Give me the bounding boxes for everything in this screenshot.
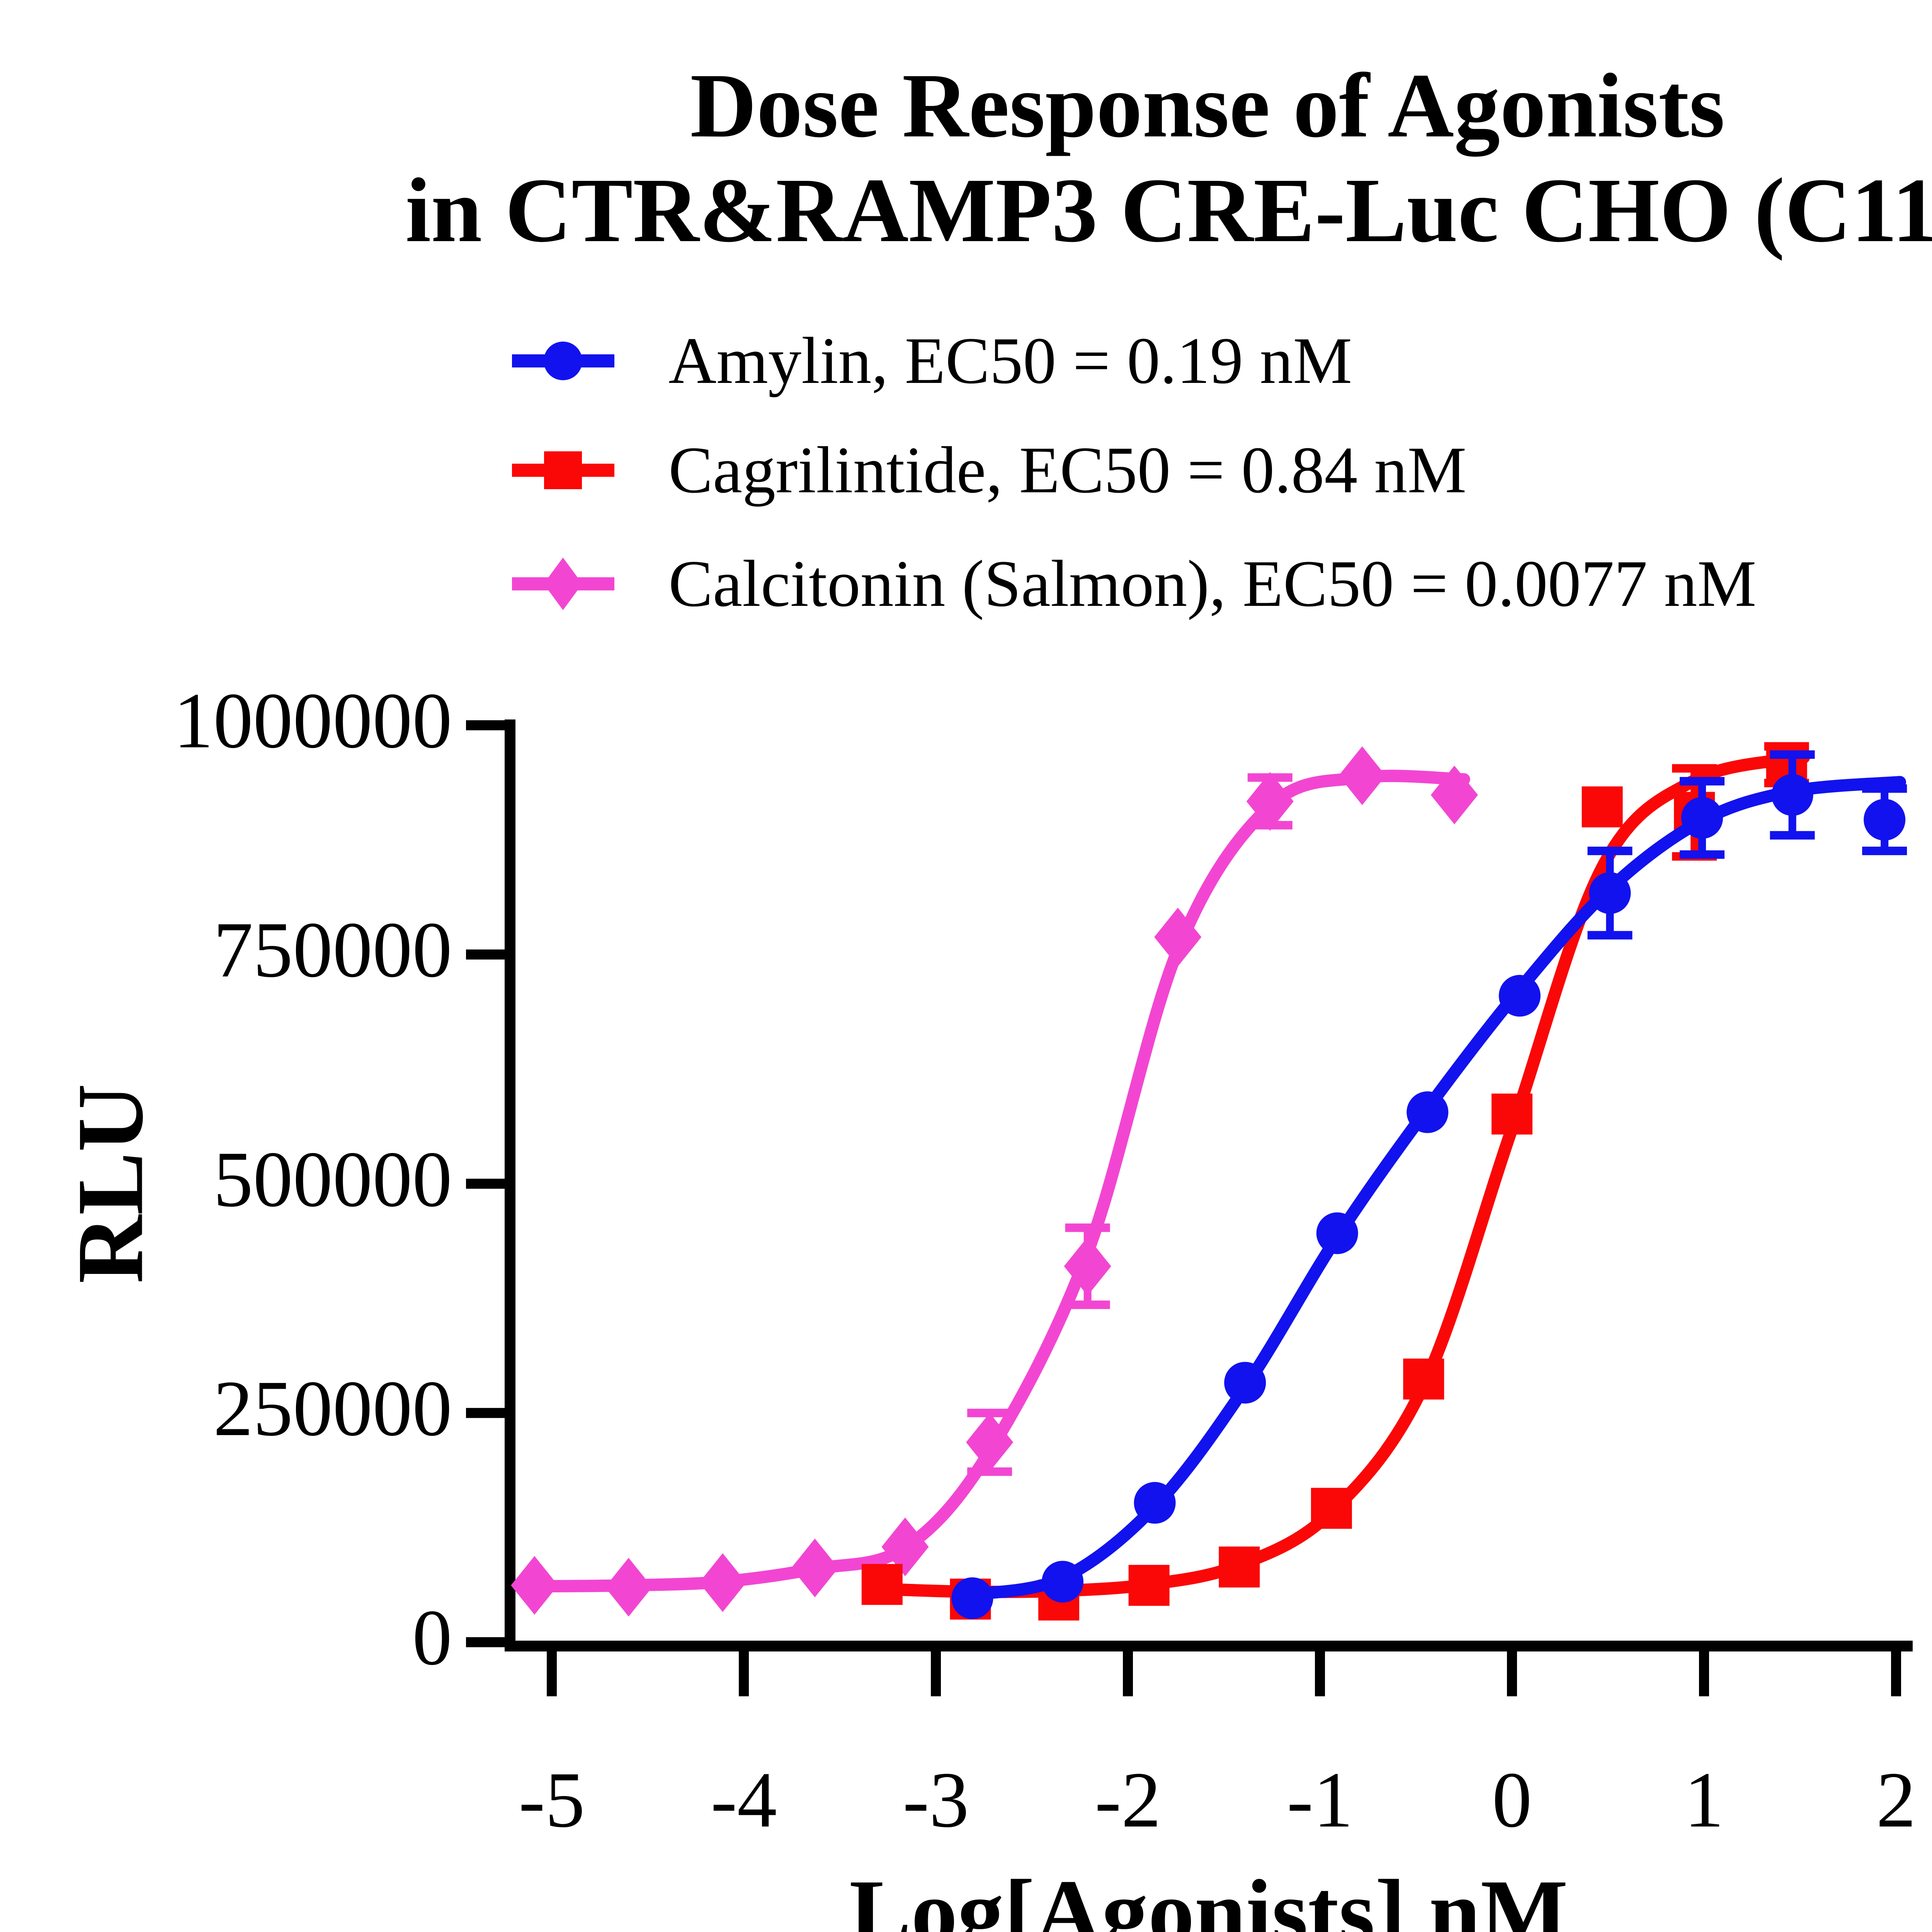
cagrilintide-curve: [876, 751, 1810, 1598]
calcitonin-salmon-marker: [791, 1538, 838, 1597]
calcitonin-salmon-marker: [1338, 746, 1386, 805]
cagrilintide-marker: [1219, 1546, 1260, 1588]
x-tick: [739, 1651, 749, 1696]
x-tick: [931, 1651, 941, 1696]
legend-item-calcitonin-salmon: Calcitonin (Salmon), EC50 = 0.0077 nM: [512, 534, 1756, 634]
diamond-legend-marker-icon: [512, 558, 614, 610]
calcitonin-salmon-marker: [1154, 908, 1202, 967]
y-tick: [466, 720, 505, 730]
x-tick-label: 0: [1492, 1755, 1532, 1844]
y-axis-line: [505, 719, 515, 1651]
legend-item-cagrilintide: Cagrilintide, EC50 = 0.84 nM: [512, 420, 1466, 520]
cagrilintide-marker: [1128, 1565, 1170, 1606]
y-tick-label: 1000000: [173, 676, 452, 765]
legend-label: Amylin, EC50 = 0.19 nM: [668, 324, 1352, 398]
y-tick-label: 750000: [213, 905, 452, 994]
legend-label: Calcitonin (Salmon), EC50 = 0.0077 nM: [668, 547, 1757, 621]
amylin-marker: [1864, 799, 1906, 841]
chart-title-line-1: Dose Response of Agonists: [690, 55, 1725, 156]
calcitonin-salmon-marker: [605, 1558, 652, 1617]
cagrilintide-marker: [861, 1564, 903, 1605]
amylin-marker: [1498, 975, 1541, 1017]
y-tick: [466, 949, 505, 960]
y-tick-label: 250000: [213, 1364, 452, 1452]
x-tick: [1891, 1651, 1901, 1696]
calcitonin-salmon-marker: [1064, 1237, 1111, 1296]
legend-label: Cagrilintide, EC50 = 0.84 nM: [668, 433, 1467, 507]
amylin-marker: [1681, 797, 1723, 839]
amylin-marker: [1042, 1561, 1084, 1603]
x-tick-label: -1: [1287, 1755, 1353, 1844]
x-axis-title: Log[Agonists] nM: [849, 1861, 1568, 1932]
x-axis-line: [505, 1641, 1913, 1651]
circle-legend-marker-icon: [512, 342, 614, 380]
amylin-marker: [1224, 1362, 1266, 1404]
x-tick: [1315, 1651, 1325, 1696]
amylin-marker: [1134, 1482, 1176, 1524]
x-tick-label: 2: [1876, 1755, 1916, 1844]
x-tick-label: -3: [903, 1755, 969, 1844]
x-tick: [1699, 1651, 1709, 1696]
y-tick-label: 0: [412, 1593, 452, 1682]
x-tick-label: -4: [711, 1755, 777, 1844]
y-axis-title: RLU: [58, 1083, 163, 1284]
legend-item-amylin: Amylin, EC50 = 0.19 nM: [512, 311, 1352, 411]
calcitonin-salmon-marker: [511, 1556, 558, 1615]
cagrilintide-marker: [1403, 1358, 1444, 1400]
amylin-marker: [1589, 872, 1631, 914]
x-tick-label: -2: [1095, 1755, 1161, 1844]
x-tick: [1123, 1651, 1133, 1696]
chart-title-line-2: in CTR&RAMP3 CRE-Luc CHO (C111): [405, 160, 1932, 262]
amylin-marker: [1771, 774, 1813, 816]
x-tick-label: -5: [519, 1755, 585, 1844]
calcitonin-salmon-marker: [699, 1553, 747, 1612]
amylin-marker: [1406, 1091, 1449, 1133]
calcitonin-salmon-marker: [1246, 772, 1294, 831]
calcitonin-salmon-marker: [966, 1413, 1014, 1472]
cagrilintide-marker: [1582, 786, 1623, 828]
y-tick: [466, 1637, 505, 1647]
square-legend-marker-icon: [512, 451, 614, 489]
amylin-marker: [1316, 1212, 1358, 1254]
cagrilintide-marker: [1492, 1094, 1532, 1135]
y-tick-label: 500000: [213, 1134, 452, 1223]
x-tick: [1507, 1651, 1517, 1696]
calcitonin-salmon-marker: [1430, 765, 1478, 825]
calcitonin-salmon-marker: [881, 1517, 929, 1577]
chart-title: Dose Response of Agonists in CTR&RAMP3 C…: [313, 53, 1932, 263]
amylin-marker: [951, 1577, 993, 1619]
calcitonin-salmon-curve: [528, 770, 1470, 1593]
y-tick: [466, 1408, 505, 1418]
x-tick-label: 1: [1684, 1755, 1724, 1844]
cagrilintide-marker: [1311, 1488, 1352, 1529]
x-tick: [547, 1651, 557, 1696]
y-tick: [466, 1179, 505, 1189]
